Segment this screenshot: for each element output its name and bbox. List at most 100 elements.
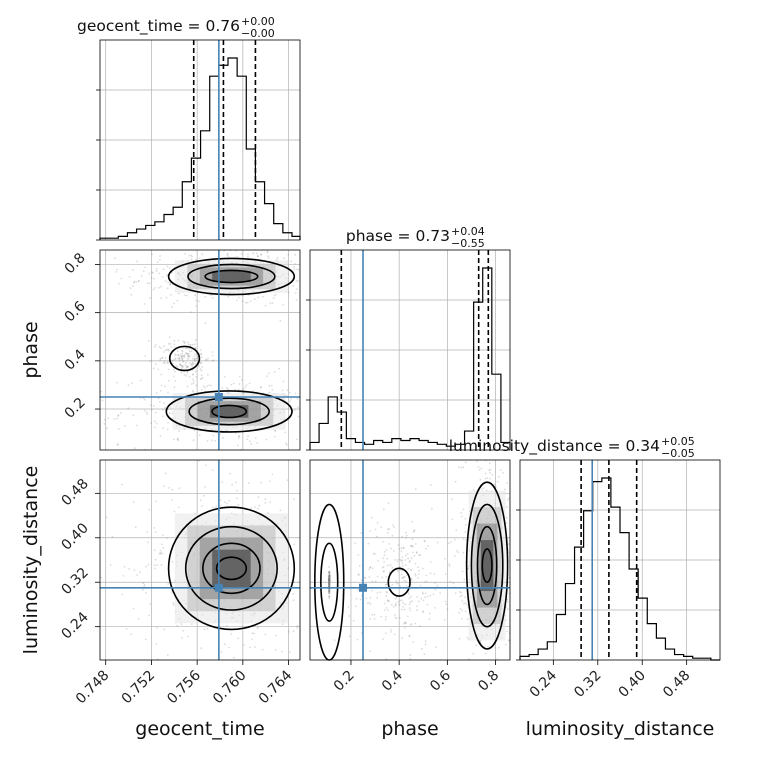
scatter-point bbox=[166, 265, 169, 268]
scatter-point bbox=[411, 520, 414, 523]
scatter-point bbox=[328, 583, 331, 586]
scatter-point bbox=[357, 589, 359, 592]
scatter-point bbox=[417, 566, 419, 569]
scatter-point bbox=[139, 379, 142, 382]
scatter-point bbox=[191, 362, 194, 365]
scatter-point bbox=[495, 486, 497, 488]
scatter-point bbox=[274, 429, 276, 432]
scatter-point bbox=[202, 385, 205, 388]
scatter-point bbox=[144, 355, 147, 357]
scatter-point bbox=[400, 608, 403, 611]
scatter-point bbox=[195, 305, 198, 308]
scatter-point bbox=[386, 591, 388, 594]
scatter-point bbox=[158, 272, 161, 275]
scatter-point bbox=[185, 346, 188, 349]
scatter-point bbox=[214, 439, 216, 442]
scatter-point bbox=[328, 576, 331, 579]
contour-line bbox=[476, 525, 498, 606]
scatter-point bbox=[238, 435, 241, 438]
title-minus: −0.00 bbox=[241, 27, 275, 40]
scatter-point bbox=[410, 569, 413, 571]
scatter-point bbox=[458, 637, 461, 640]
scatter-point bbox=[329, 574, 331, 577]
scatter-point bbox=[385, 595, 388, 598]
scatter-point bbox=[185, 375, 188, 377]
scatter-point bbox=[328, 582, 330, 585]
scatter-point bbox=[328, 585, 330, 587]
scatter-point bbox=[161, 276, 164, 278]
scatter-point bbox=[128, 568, 130, 570]
scatter-point bbox=[187, 635, 190, 638]
scatter-point bbox=[328, 589, 330, 592]
scatter-point bbox=[177, 506, 180, 509]
scatter-point bbox=[230, 633, 233, 635]
scatter-point bbox=[190, 383, 193, 385]
scatter-point bbox=[185, 366, 188, 369]
scatter-point bbox=[328, 582, 331, 584]
scatter-point bbox=[388, 528, 391, 531]
scatter-point bbox=[148, 272, 151, 275]
scatter-point bbox=[159, 549, 162, 552]
scatter-point bbox=[444, 600, 447, 603]
scatter-point bbox=[148, 360, 151, 363]
scatter-point bbox=[369, 650, 371, 653]
scatter-point bbox=[144, 398, 146, 401]
scatter-point bbox=[187, 355, 190, 357]
scatter-point bbox=[260, 253, 263, 256]
scatter-point bbox=[373, 553, 376, 555]
scatter-point bbox=[195, 357, 198, 360]
scatter-point bbox=[156, 626, 159, 629]
scatter-point bbox=[173, 302, 176, 305]
scatter-point bbox=[118, 282, 120, 285]
scatter-point bbox=[199, 378, 202, 381]
scatter-point bbox=[176, 438, 179, 441]
scatter-point bbox=[328, 590, 330, 593]
scatter-point bbox=[274, 429, 277, 432]
scatter-point bbox=[180, 623, 183, 626]
scatter-point bbox=[151, 253, 153, 256]
scatter-point bbox=[296, 438, 298, 441]
scatter-point bbox=[328, 583, 331, 585]
scatter-point bbox=[178, 357, 181, 360]
scatter-point bbox=[328, 574, 331, 577]
scatter-point bbox=[461, 570, 464, 573]
scatter-point bbox=[404, 621, 407, 624]
scatter-point bbox=[192, 373, 195, 375]
scatter-point bbox=[177, 353, 180, 356]
scatter-point bbox=[327, 578, 330, 581]
contour-line bbox=[184, 525, 278, 611]
scatter-point bbox=[183, 341, 186, 343]
scatter-point bbox=[297, 406, 299, 408]
scatter-point bbox=[192, 364, 195, 366]
scatter-point bbox=[190, 363, 193, 366]
scatter-point bbox=[201, 253, 204, 256]
scatter-point bbox=[160, 373, 163, 376]
scatter-point bbox=[386, 557, 388, 560]
scatter-point bbox=[408, 597, 411, 600]
scatter-point bbox=[406, 534, 408, 537]
scatter-point bbox=[177, 437, 179, 440]
x-tick-label-phase: 0.8 bbox=[475, 668, 502, 695]
scatter-point bbox=[187, 352, 190, 355]
scatter-point bbox=[423, 653, 426, 656]
scatter-point bbox=[276, 257, 279, 259]
scatter-point bbox=[328, 574, 331, 577]
scatter-point bbox=[407, 557, 409, 560]
scatter-point bbox=[251, 638, 254, 641]
scatter-point bbox=[409, 658, 412, 660]
scatter-point bbox=[389, 564, 392, 567]
scatter-point bbox=[163, 351, 165, 353]
scatter-point bbox=[360, 532, 363, 534]
scatter-point bbox=[127, 384, 130, 387]
scatter-point bbox=[154, 287, 156, 289]
scatter-point bbox=[462, 538, 465, 540]
scatter-point bbox=[177, 439, 180, 442]
scatter-point bbox=[122, 575, 125, 577]
scatter-point bbox=[198, 300, 200, 303]
scatter-point bbox=[180, 355, 183, 358]
scatter-point bbox=[167, 583, 170, 585]
scatter-point bbox=[491, 474, 494, 476]
scatter-point bbox=[282, 304, 285, 306]
scatter-point bbox=[434, 607, 437, 609]
scatter-point bbox=[387, 532, 389, 534]
